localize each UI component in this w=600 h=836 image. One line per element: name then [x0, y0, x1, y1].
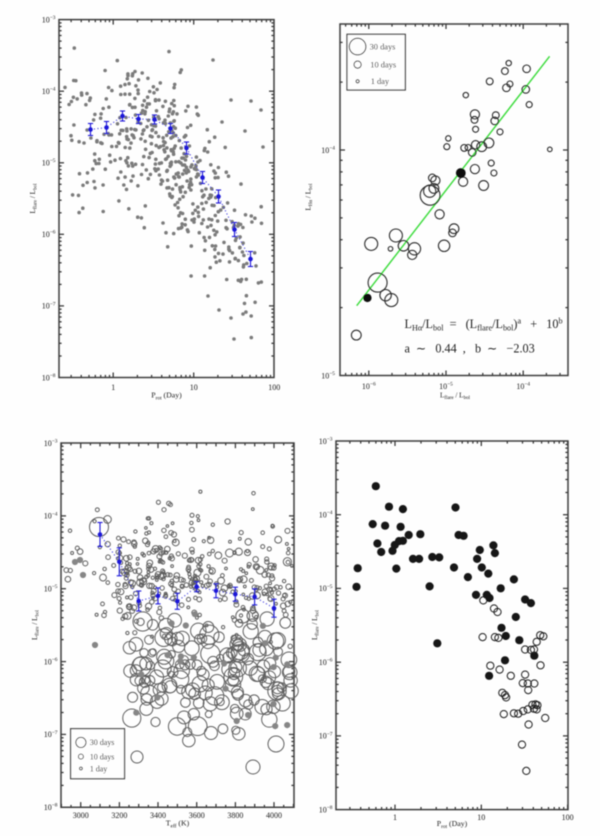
svg-text:10−4: 10−4 — [42, 87, 56, 96]
svg-text:1: 1 — [111, 383, 115, 392]
svg-text:3000: 3000 — [73, 811, 89, 820]
svg-text:10−4: 10−4 — [44, 511, 58, 520]
svg-text:10−3: 10−3 — [42, 15, 56, 24]
svg-text:Lflare / Lbol: Lflare / Lbol — [440, 392, 471, 402]
svg-text:1 day: 1 day — [371, 77, 390, 86]
svg-text:10−5: 10−5 — [44, 584, 58, 593]
svg-text:Teff (K): Teff (K) — [166, 819, 190, 830]
svg-text:10−5: 10−5 — [321, 371, 335, 380]
svg-text:10−4: 10−4 — [321, 145, 335, 154]
svg-text:10−7: 10−7 — [44, 730, 58, 739]
svg-text:3800: 3800 — [227, 811, 243, 820]
svg-text:Lflare / Lbol: Lflare / Lbol — [311, 609, 321, 640]
svg-text:1: 1 — [393, 813, 397, 822]
svg-text:LHα / Lbol: LHα / Lbol — [305, 183, 315, 211]
svg-text:Lflare / Lbol: Lflare / Lbol — [29, 183, 39, 214]
svg-text:10−3: 10−3 — [319, 436, 333, 445]
svg-text:10 days: 10 days — [370, 60, 396, 69]
svg-text:10 days: 10 days — [90, 752, 115, 761]
svg-text:10−5: 10−5 — [439, 382, 453, 391]
svg-text:1 day: 1 day — [90, 764, 108, 773]
svg-text:10−7: 10−7 — [42, 301, 56, 310]
svg-text:10−7: 10−7 — [319, 731, 333, 740]
svg-text:3400: 3400 — [150, 811, 166, 820]
svg-text:Prot (Day): Prot (Day) — [437, 819, 468, 830]
svg-text:10−5: 10−5 — [319, 584, 333, 593]
svg-text:4000: 4000 — [266, 811, 282, 820]
svg-text:a ∼ 0.44 , b ∼ −2.03: a ∼ 0.44 , b ∼ −2.03 — [405, 342, 535, 356]
svg-text:10−8: 10−8 — [42, 373, 56, 382]
svg-text:10−5: 10−5 — [42, 158, 56, 167]
svg-text:10−4: 10−4 — [319, 510, 333, 519]
svg-text:Prot (Day): Prot (Day) — [151, 391, 182, 402]
svg-text:10−6: 10−6 — [319, 658, 333, 667]
svg-text:LHα/Lbol = (Lflare/Lbol)a: LHα/Lbol = (Lflare/Lbol)a + 10b — [405, 316, 563, 332]
svg-text:Lflare / Lbol: Lflare / Lbol — [31, 609, 41, 640]
svg-text:10−6: 10−6 — [42, 230, 56, 239]
svg-text:10−4: 10−4 — [516, 382, 530, 391]
svg-text:30 days: 30 days — [370, 43, 396, 52]
svg-text:100: 100 — [268, 383, 280, 392]
svg-text:3600: 3600 — [189, 811, 205, 820]
svg-text:10: 10 — [477, 813, 485, 822]
svg-text:10−6: 10−6 — [44, 657, 58, 666]
svg-text:10−3: 10−3 — [44, 438, 58, 447]
svg-text:10−6: 10−6 — [362, 382, 376, 391]
svg-text:3200: 3200 — [111, 811, 127, 820]
svg-text:30 days: 30 days — [90, 738, 115, 747]
svg-text:10−8: 10−8 — [319, 805, 333, 814]
svg-text:10−8: 10−8 — [44, 803, 58, 812]
svg-text:100: 100 — [562, 813, 574, 822]
svg-text:10: 10 — [190, 383, 198, 392]
